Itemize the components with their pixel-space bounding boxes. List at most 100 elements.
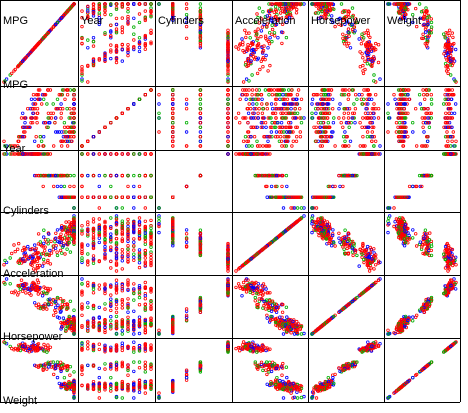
data-point [256,36,260,41]
data-point [347,125,351,129]
data-point [114,7,119,11]
data-point [198,39,203,44]
data-point [397,106,401,111]
data-point [114,2,119,6]
data-point [143,17,147,21]
data-point [91,44,96,48]
data-point [248,106,253,111]
data-point [86,38,90,42]
data-point [423,144,427,148]
data-point [372,116,376,120]
data-point [429,97,434,101]
data-point [423,97,427,101]
data-point [149,6,153,10]
data-point [256,27,260,31]
data-point [295,92,300,97]
data-point [374,41,378,46]
data-point [274,102,278,106]
data-point [325,116,330,120]
data-point [35,111,39,115]
data-point [403,92,407,97]
data-point [368,111,372,115]
data-point [80,16,84,20]
data-point [103,52,107,56]
data-point [270,39,274,44]
data-point [120,152,124,156]
data-point [226,46,230,50]
data-point [376,43,381,47]
data-point [359,42,364,46]
data-point [417,92,422,97]
data-point [429,25,434,29]
data-point [149,31,153,35]
data-point [103,57,107,62]
data-point [269,102,274,106]
data-point [279,139,284,143]
data-point [264,53,268,58]
data-point [132,195,136,199]
data-point [290,144,294,148]
data-point [91,39,96,44]
data-point [320,9,324,14]
data-point [261,64,265,69]
data-point [273,34,277,38]
data-point [126,152,130,156]
data-point [149,152,153,156]
data-point [240,37,244,41]
data-point [342,116,346,120]
data-point [91,173,96,178]
data-point [198,116,203,120]
data-point [86,195,90,199]
data-point [337,106,341,111]
data-point [244,77,249,81]
data-point [132,46,136,50]
data-point [72,206,76,210]
data-point [42,97,46,101]
data-point [360,52,364,56]
data-point [447,111,451,115]
data-point [97,7,101,12]
data-point [171,130,175,134]
data-point [198,88,203,92]
data-point [114,173,119,178]
data-point [454,102,458,106]
data-point [132,16,136,20]
data-point [198,14,203,19]
data-point [184,12,189,17]
data-point [114,57,119,61]
data-point [109,50,113,54]
data-point [184,2,189,6]
data-point [103,173,107,178]
data-point [371,111,375,115]
data-point [398,120,402,125]
data-point [422,92,426,97]
data-point [198,144,203,148]
data-point [417,2,422,6]
data-point [393,97,397,101]
data-point [250,88,255,92]
data-point [171,111,175,115]
data-point [17,63,21,68]
data-point [250,144,254,148]
matrix-panels [2,2,458,400]
data-point [374,47,378,52]
data-point [343,139,347,143]
data-point [268,152,272,156]
data-point [97,3,101,8]
data-point [132,102,136,106]
data-point [198,29,203,33]
data-point [80,9,84,13]
data-point [365,134,370,139]
data-point [354,92,358,97]
data-point [120,206,124,210]
data-point [126,6,130,11]
data-point [143,92,147,97]
data-point [19,61,23,65]
data-point [424,30,428,34]
data-point [103,59,107,63]
data-point [126,106,130,111]
data-point [293,106,297,111]
data-point [337,173,341,178]
data-point [331,106,335,111]
